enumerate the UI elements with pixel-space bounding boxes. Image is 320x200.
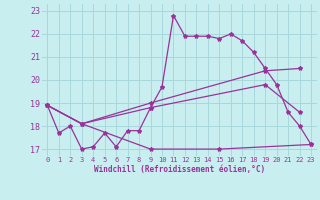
X-axis label: Windchill (Refroidissement éolien,°C): Windchill (Refroidissement éolien,°C) <box>94 165 265 174</box>
